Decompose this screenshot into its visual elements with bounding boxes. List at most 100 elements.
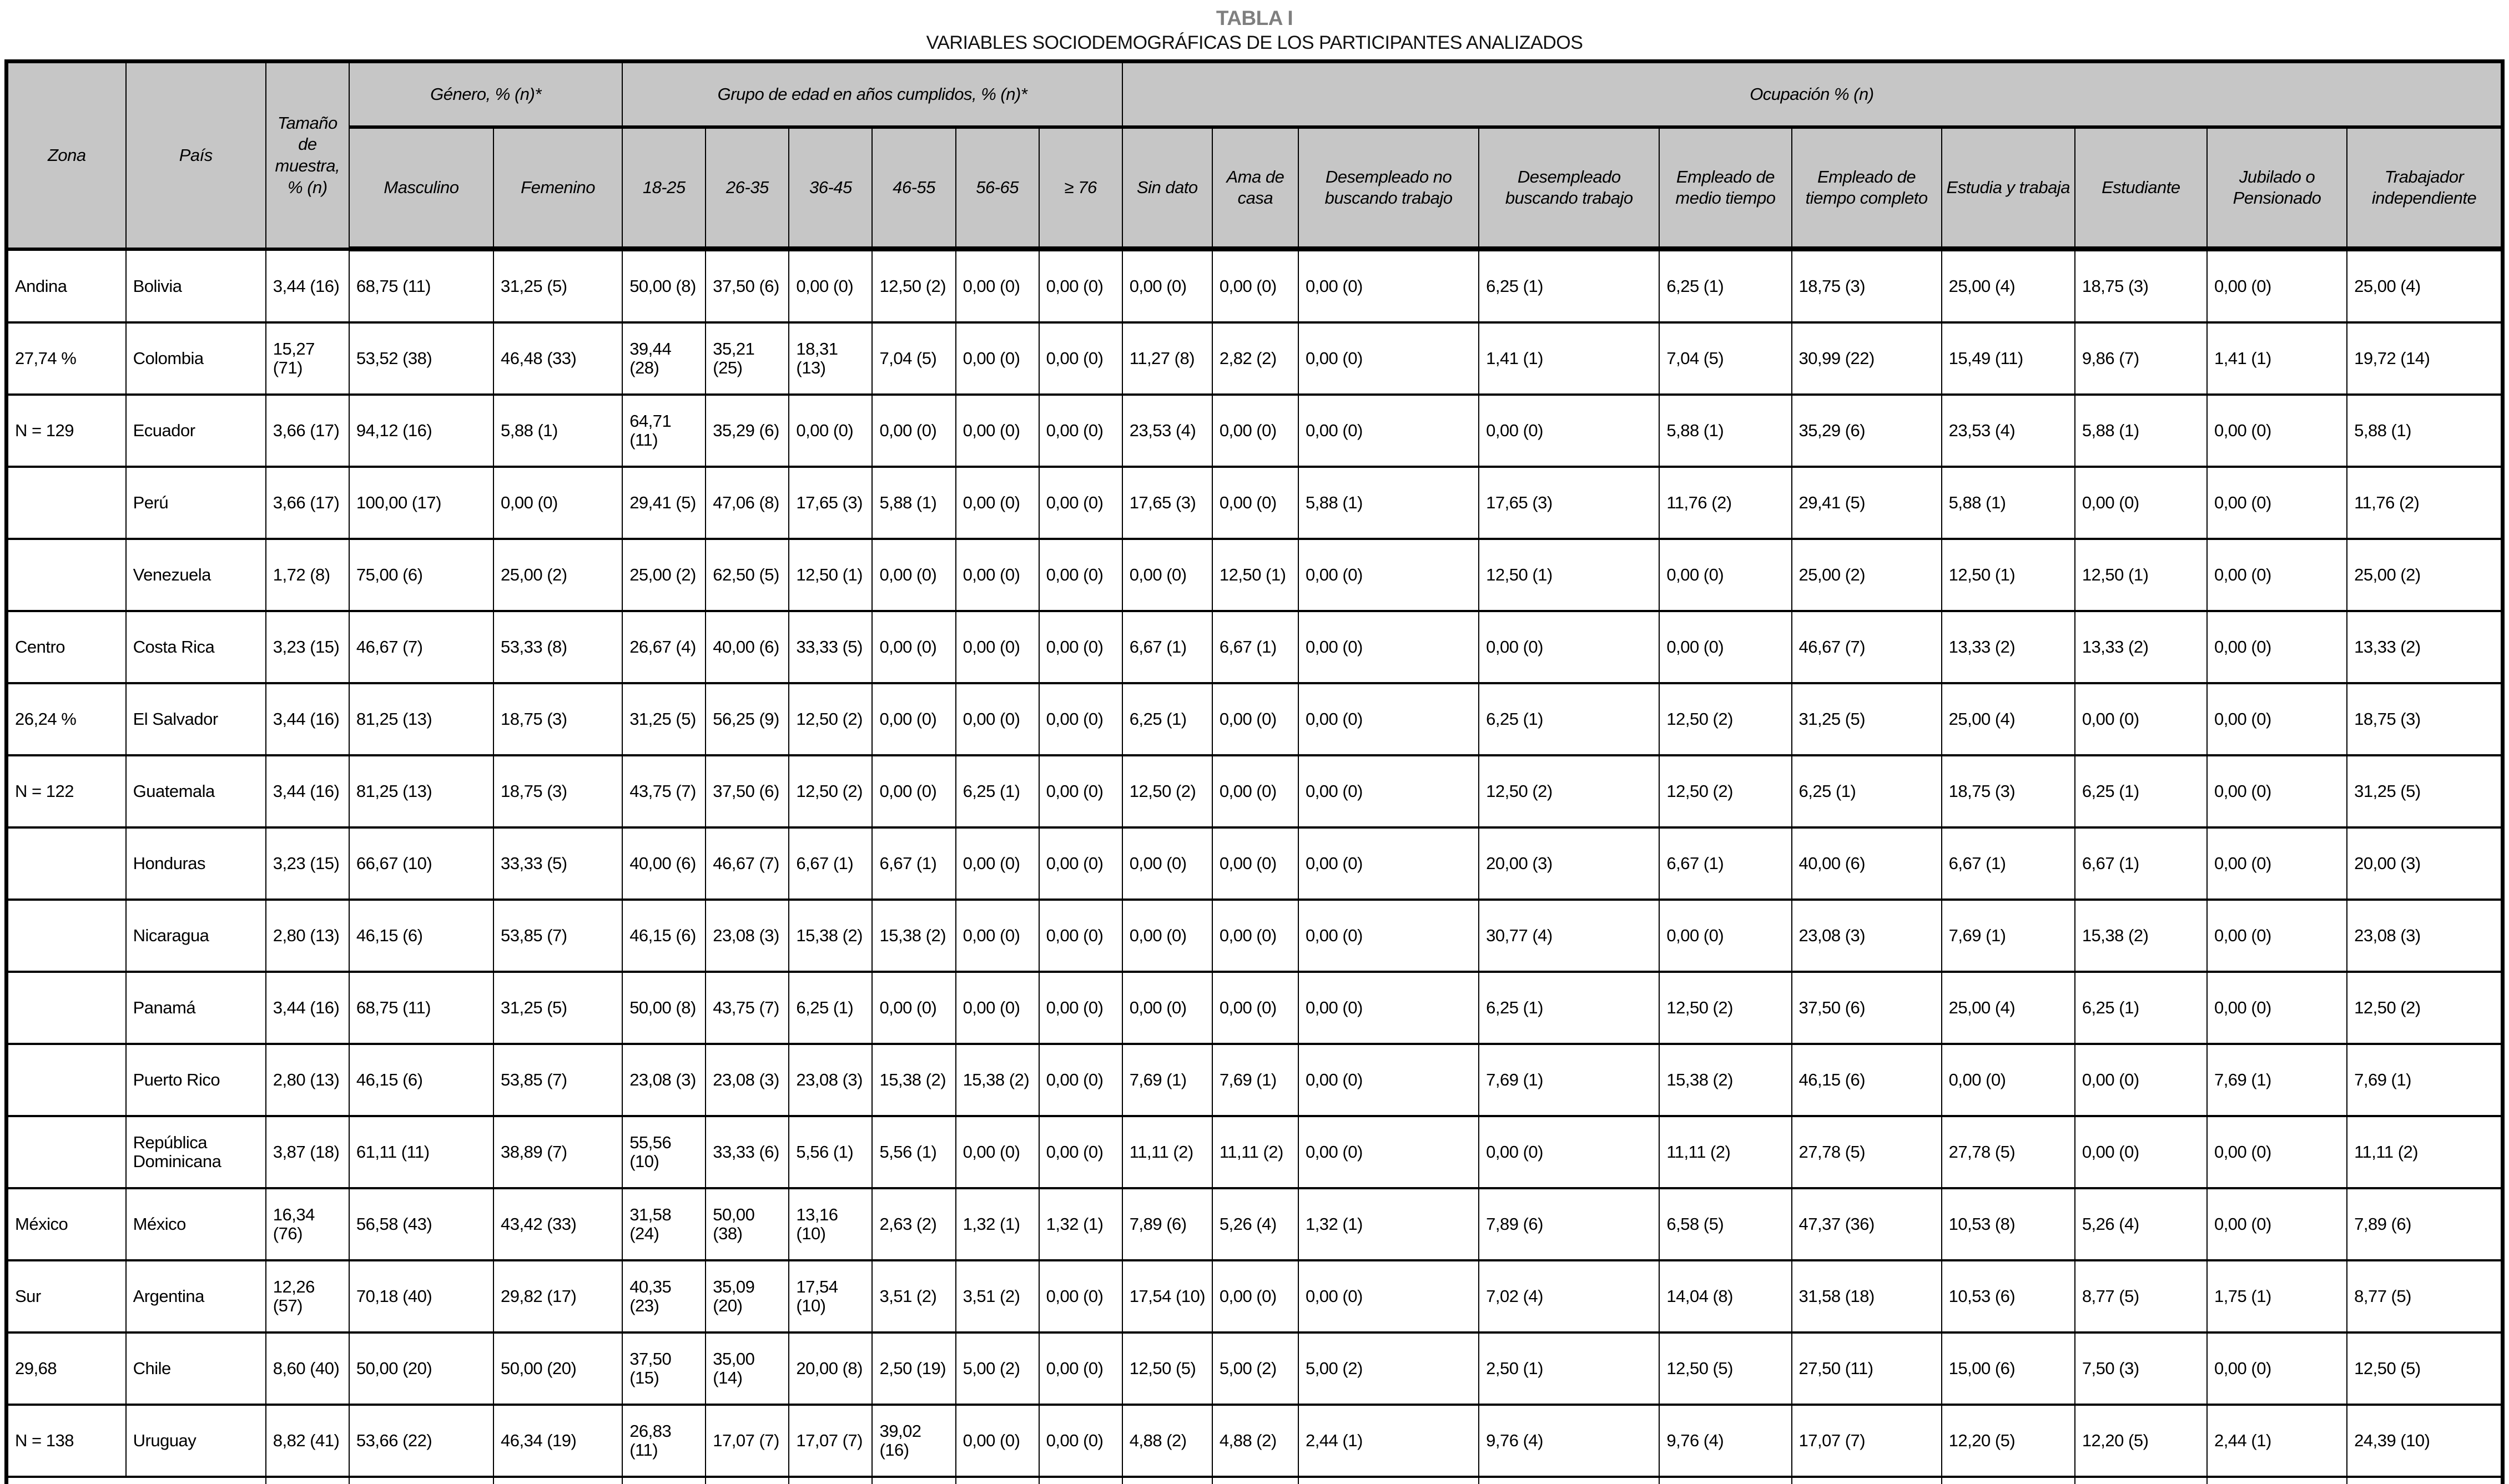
zona-cell (6, 466, 127, 541)
value-cell: 46,67 (7) (1791, 610, 1942, 685)
value-cell: 5,56 (1) (788, 1115, 873, 1190)
value-cell: 70,18 (40) (348, 1259, 495, 1334)
value-cell: 1,32 (1) (955, 1187, 1040, 1262)
value-cell: 23,08 (3) (622, 1043, 707, 1118)
value-cell: 33,33 (5) (493, 826, 623, 901)
value-cell: 3,51 (2) (955, 1259, 1040, 1334)
value-cell: 5,88 (1) (1941, 466, 2075, 541)
value-cell: 19,72 (14) (2346, 321, 2503, 396)
header-jubilado: Jubilado o Pensionado (2206, 126, 2348, 252)
value-cell: 53,52 (38) (348, 321, 495, 396)
total-value-cell: 15,05 (70) (2346, 1476, 2503, 1484)
value-cell: 18,75 (3) (2074, 248, 2208, 324)
total-value-cell: 32,04 (149) (1791, 1476, 1942, 1484)
value-cell: 6,67 (1) (1941, 826, 2075, 901)
value-cell: 23,53 (4) (1121, 393, 1213, 468)
value-cell: 5,88 (1) (871, 466, 956, 541)
value-cell: 31,58 (24) (622, 1187, 707, 1262)
value-cell: 0,00 (0) (1659, 538, 1792, 613)
value-cell: 0,00 (0) (955, 826, 1040, 901)
total-value-cell: 14,19 (66) (1941, 1476, 2075, 1484)
value-cell: 0,00 (0) (1297, 393, 1480, 468)
value-cell: 15,38 (2) (871, 1043, 956, 1118)
header-56-65: 56-65 (955, 126, 1040, 252)
value-cell: 100,00 (17) (348, 466, 495, 541)
value-cell: 0,00 (0) (1297, 754, 1480, 829)
value-cell: 6,25 (1) (955, 754, 1040, 829)
value-cell: 5,00 (2) (1297, 1331, 1480, 1406)
value-cell: 15,38 (2) (1659, 1043, 1792, 1118)
value-cell: 3,23 (15) (265, 826, 350, 901)
value-cell: 8,82 (41) (265, 1404, 350, 1478)
header-group-row: Zona País Tamaño de muestra, % (n) Géner… (6, 60, 2503, 251)
value-cell: 0,00 (0) (2074, 466, 2208, 541)
table-row: Panamá 3,44 (16) 68,75 (11) 31,25 (5) 50,00 … (6, 971, 2503, 1046)
value-cell: 0,00 (0) (1297, 971, 1480, 1046)
value-cell: 17,54 (10) (1121, 1259, 1213, 1334)
value-cell: 5,26 (4) (2074, 1187, 2208, 1262)
value-cell: 11,11 (2) (1211, 1115, 1299, 1190)
pais-cell: El Salvador (125, 682, 266, 757)
pais-cell: Chile (125, 1331, 266, 1406)
value-cell: 53,85 (7) (493, 899, 623, 973)
value-cell: 5,88 (1) (2346, 393, 2503, 468)
value-cell: 37,50 (15) (622, 1331, 707, 1406)
value-cell: 35,09 (20) (705, 1259, 790, 1334)
value-cell: 5,88 (1) (2074, 393, 2208, 468)
value-cell: 6,25 (1) (1478, 248, 1660, 324)
value-cell: 15,00 (6) (1941, 1331, 2075, 1406)
value-cell: 0,00 (0) (1211, 1259, 1299, 1334)
zona-cell: N = 138 (6, 1404, 127, 1478)
value-cell: 40,00 (6) (622, 826, 707, 901)
value-cell: 23,08 (3) (705, 1043, 790, 1118)
value-cell: 7,89 (6) (2346, 1187, 2503, 1262)
value-cell: 0,00 (0) (1038, 754, 1123, 829)
value-cell: 46,15 (6) (348, 1043, 495, 1118)
value-cell: 0,00 (0) (871, 682, 956, 757)
zona-cell (6, 538, 127, 613)
value-cell: 12,50 (1) (1211, 538, 1299, 613)
value-cell: 7,89 (6) (1121, 1187, 1213, 1262)
value-cell: 35,29 (6) (705, 393, 790, 468)
total-value-cell: 37,63 (175) (493, 1476, 623, 1484)
value-cell: 27,78 (5) (1941, 1115, 2075, 1190)
value-cell: 9,76 (4) (1659, 1404, 1792, 1478)
total-label: Total (6, 1476, 266, 1484)
value-cell: 0,00 (0) (1297, 610, 1480, 685)
value-cell: 53,85 (7) (493, 1043, 623, 1118)
value-cell: 6,25 (1) (2074, 754, 2208, 829)
value-cell: 46,15 (6) (622, 899, 707, 973)
value-cell: 0,00 (0) (1038, 610, 1123, 685)
pais-cell: Colombia (125, 321, 266, 396)
value-cell: 6,67 (1) (871, 826, 956, 901)
value-cell: 0,00 (0) (1297, 538, 1480, 613)
value-cell: 3,23 (15) (265, 610, 350, 685)
value-cell: 18,75 (3) (1941, 754, 2075, 829)
value-cell: 31,25 (5) (493, 248, 623, 324)
value-cell: 0,00 (0) (955, 899, 1040, 973)
value-cell: 29,41 (5) (622, 466, 707, 541)
table-row: N = 138 Uruguay 8,82 (41) 53,66 (22) 46,34 (… (6, 1404, 2503, 1478)
value-cell: 0,00 (0) (955, 971, 1040, 1046)
value-cell: 0,00 (0) (2074, 1043, 2208, 1118)
value-cell: 1,41 (1) (2206, 321, 2348, 396)
value-cell: 0,00 (0) (1038, 971, 1123, 1046)
value-cell: 5,00 (2) (1211, 1331, 1299, 1406)
zona-cell: N = 129 (6, 393, 127, 468)
value-cell: 1,32 (1) (1038, 1187, 1123, 1262)
value-cell: 11,11 (2) (1659, 1115, 1792, 1190)
header-zona: Zona (6, 60, 127, 251)
zona-cell (6, 899, 127, 973)
value-cell: 0,00 (0) (788, 248, 873, 324)
value-cell: 0,00 (0) (2206, 1187, 2348, 1262)
value-cell: 11,27 (8) (1121, 321, 1213, 396)
table-row: Honduras 3,23 (15) 66,67 (10) 33,33 (5) 40,0… (6, 826, 2503, 901)
table-row: 27,74 % Colombia 15,27 (71) 53,52 (38) 46,48… (6, 321, 2503, 396)
value-cell: 6,25 (1) (1791, 754, 1942, 829)
zona-cell: México (6, 1187, 127, 1262)
value-cell: 12,50 (2) (788, 682, 873, 757)
header-empleado-medio: Empleado de medio tiempo (1659, 126, 1792, 252)
value-cell: 16,34 (76) (265, 1187, 350, 1262)
value-cell: 12,50 (2) (1659, 754, 1792, 829)
value-cell: 12,50 (2) (871, 248, 956, 324)
